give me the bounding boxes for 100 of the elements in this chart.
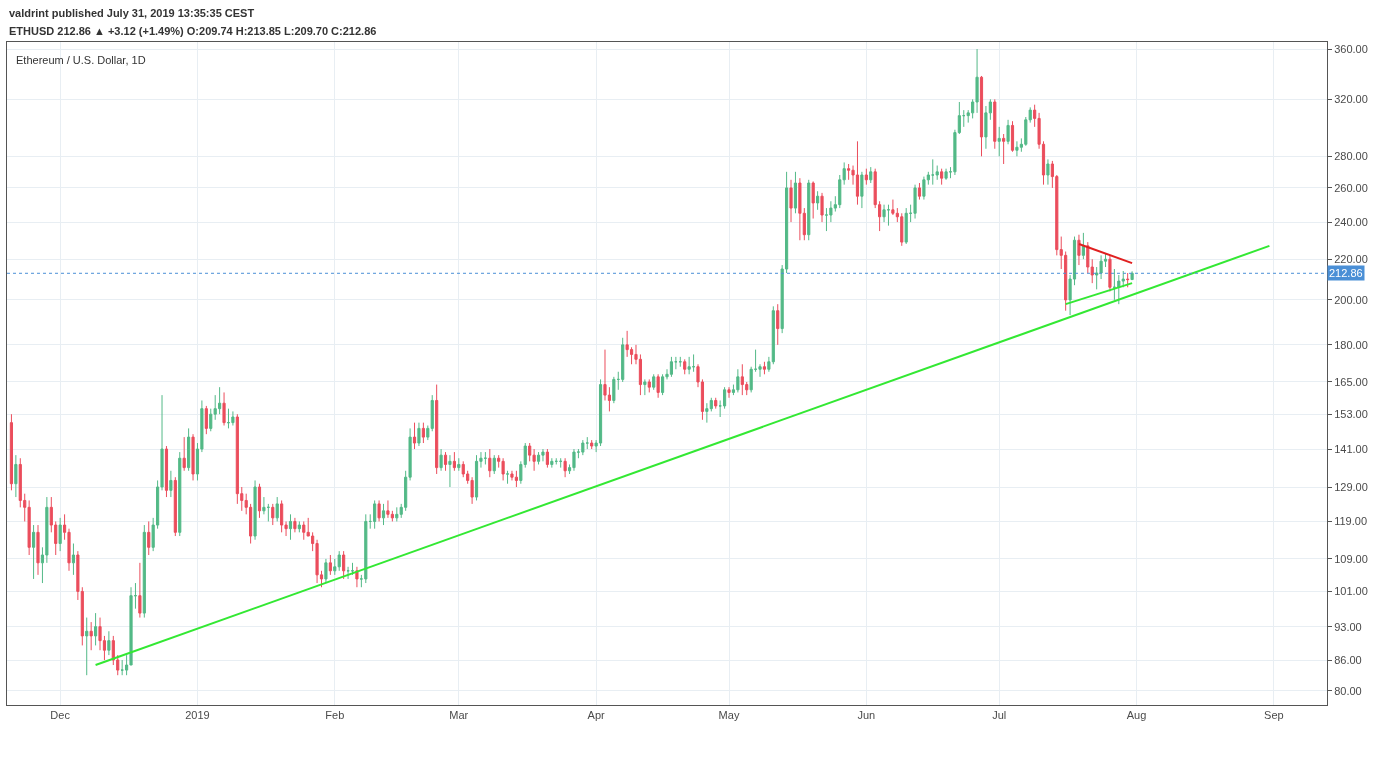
candlestick <box>652 373 656 391</box>
chart-subtitle: valdrint published July 31, 2019 13:35:35 CEST <box>9 7 255 19</box>
candlestick <box>222 391 226 426</box>
candlestick <box>514 470 518 488</box>
candlestick <box>280 499 284 533</box>
candlestick <box>1015 140 1019 157</box>
candlestick <box>683 358 687 375</box>
candlestick <box>621 337 625 383</box>
candlestick <box>776 303 780 346</box>
x-tick-label: Jul <box>992 709 1007 722</box>
y-tick-label: 153.00 <box>1334 408 1368 421</box>
candlestick <box>612 376 616 404</box>
candlestick <box>789 179 793 223</box>
candlestick <box>940 168 944 186</box>
candlestick <box>545 448 549 469</box>
candlestick <box>412 422 417 450</box>
candlestick <box>448 454 452 488</box>
candlestick <box>257 483 262 519</box>
candlestick <box>377 499 381 522</box>
candlestick <box>386 499 390 519</box>
candlestick <box>1077 234 1081 266</box>
candlestick <box>847 163 851 181</box>
candlestick <box>820 192 824 223</box>
candlestick <box>359 574 363 588</box>
candlestick <box>572 448 576 472</box>
candlestick <box>581 439 585 456</box>
candlestick <box>656 373 660 399</box>
candlestick <box>31 524 36 580</box>
candlestick <box>1112 268 1116 301</box>
candlestick <box>913 184 917 220</box>
y-tick-label: 260.00 <box>1334 181 1368 194</box>
candlestick <box>488 448 492 478</box>
candlestick <box>147 520 151 556</box>
candlestick <box>536 451 541 465</box>
candlestick <box>271 503 275 526</box>
x-tick-label: May <box>718 709 740 722</box>
candlestick <box>324 558 328 584</box>
y-tick-label: 101.00 <box>1334 585 1368 598</box>
candlestick <box>762 361 767 375</box>
y-tick-label: 180.00 <box>1334 338 1368 351</box>
candlestick <box>346 566 350 580</box>
candlestick <box>350 562 355 576</box>
candlestick <box>417 422 421 447</box>
candlestick <box>85 617 89 676</box>
candlestick <box>811 180 815 220</box>
y-tick-label: 93.00 <box>1334 620 1362 633</box>
candlestick <box>590 439 594 450</box>
candlestick <box>501 457 505 481</box>
candlestick <box>705 402 709 424</box>
candlestick <box>14 454 18 498</box>
candlestick <box>293 517 297 533</box>
y-tick-label: 141.00 <box>1334 442 1368 455</box>
x-tick-label: 2019 <box>185 709 210 722</box>
candlestick <box>962 109 966 128</box>
candlestick <box>1006 119 1010 145</box>
candlestick <box>435 384 439 475</box>
candlestick <box>718 399 722 418</box>
candlestick <box>337 550 341 572</box>
candlestick <box>979 75 984 157</box>
candlestick <box>169 470 173 498</box>
candlestick <box>457 457 461 472</box>
candlestick <box>71 543 76 576</box>
candlestick <box>182 436 186 472</box>
candlestick <box>643 378 647 396</box>
y-tick-label: 280.00 <box>1334 150 1368 163</box>
candlestick <box>904 207 908 245</box>
candlestick <box>886 204 891 227</box>
candlestick <box>860 171 864 209</box>
y-tick-label: 109.00 <box>1334 552 1368 565</box>
candlestick <box>58 517 62 552</box>
text: ETHUSD 212.86 ▲ +3.12 (+1.49%) O:209.74 H:213.85 L:209.70 C:212.86 <box>9 25 377 37</box>
candlestick <box>798 177 802 241</box>
candlestick <box>36 524 40 576</box>
y-tick-label: 240.00 <box>1334 215 1368 228</box>
candlestick <box>302 520 306 541</box>
candlestick <box>138 562 142 619</box>
x-tick-label: Dec <box>50 709 71 722</box>
candlestick <box>9 413 14 491</box>
candlestick <box>754 349 758 373</box>
text: Ethereum / U.S. Dollar, 1D <box>16 54 146 66</box>
candlestick <box>882 204 886 223</box>
candlestick <box>931 158 935 186</box>
candlestick <box>107 630 111 656</box>
candlestick <box>328 554 332 576</box>
candlestick <box>922 176 926 201</box>
y-tick-label: 220.00 <box>1334 253 1368 266</box>
x-tick-label: Apr <box>587 709 606 722</box>
candlestick <box>816 190 820 211</box>
y-tick-label: 165.00 <box>1334 375 1368 388</box>
candlestick <box>342 550 346 580</box>
candlestick <box>917 182 922 201</box>
y-tick-label: 200.00 <box>1334 293 1368 306</box>
candlestick <box>173 476 177 537</box>
y-tick-label: 119.00 <box>1334 515 1368 528</box>
candlestick <box>474 454 479 501</box>
candlestick <box>364 513 368 584</box>
candlestick <box>723 386 727 410</box>
candlestick <box>669 356 674 378</box>
x-tick-label: Aug <box>1126 709 1147 722</box>
candlestick <box>231 410 235 426</box>
